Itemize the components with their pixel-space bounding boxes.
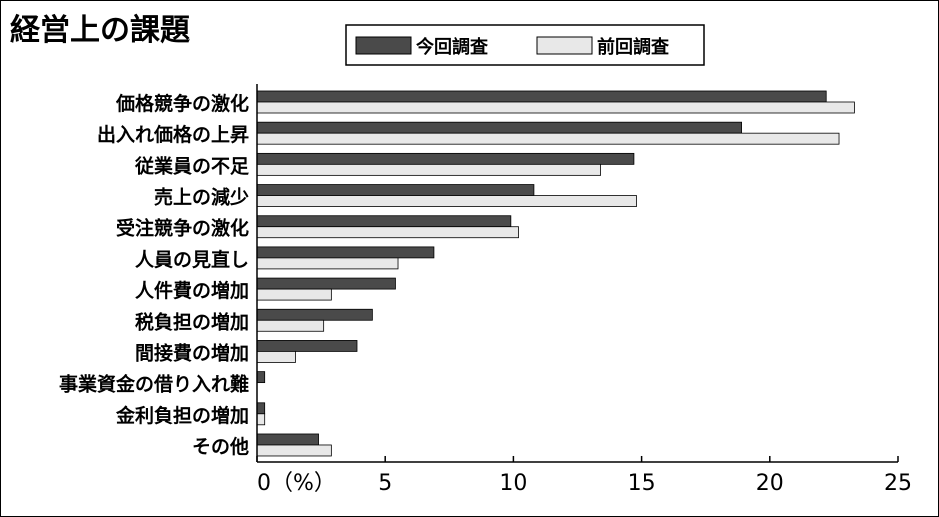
category-label: 人員の見直し: [135, 248, 249, 271]
category-label: 出入れ価格の上昇: [97, 123, 249, 146]
bar-previous: [256, 257, 399, 270]
bar-current: [256, 121, 742, 134]
bar-previous: [256, 413, 266, 426]
chart-title: 経営上の課題: [10, 13, 190, 48]
bar-current: [256, 184, 535, 196]
legend-label-previous: 前回調査: [597, 36, 669, 58]
bar-previous: [256, 444, 332, 457]
category-label: 価格競争の激化: [115, 92, 249, 115]
category-label: 事業資金の借り入れ難: [59, 373, 249, 396]
bar-current: [256, 152, 635, 165]
legend-swatch-previous: [536, 36, 593, 55]
category-label: 税負担の増加: [135, 310, 249, 333]
bar-previous: [256, 195, 637, 207]
category-label: 受注競争の激化: [116, 217, 249, 240]
bar-current: [256, 246, 435, 259]
x-tick-label: 10: [499, 471, 527, 496]
bar-previous: [256, 288, 332, 301]
bar-previous: [256, 101, 855, 114]
bar-previous: [256, 351, 296, 363]
x-tick-label: 15: [628, 471, 656, 496]
bar-current: [256, 402, 266, 415]
x-tick-label: 20: [756, 471, 784, 496]
x-tick-label: 5: [378, 471, 392, 496]
bar-current: [256, 340, 358, 352]
legend-swatch-current: [355, 36, 412, 55]
legend-label-current: 今回調査: [416, 36, 488, 58]
legend: 今回調査 前回調査: [345, 24, 705, 66]
category-label: 人件費の増加: [135, 279, 249, 302]
bar-previous: [256, 226, 519, 239]
bar-current: [256, 308, 373, 321]
category-label: 金利負担の増加: [115, 404, 249, 427]
category-label: 従業員の不足: [134, 154, 250, 177]
bar-previous: [256, 319, 325, 332]
bar-previous: [256, 163, 601, 176]
x-tick-label: 0（%）: [257, 471, 336, 496]
bar-current: [256, 277, 396, 290]
bar-current: [256, 215, 512, 228]
bar-previous: [256, 132, 840, 145]
bar-current: [256, 371, 266, 384]
category-label: 間接費の増加: [135, 341, 249, 364]
category-label: その他: [192, 435, 249, 458]
plot-area: 価格競争の激化出入れ価格の上昇従業員の不足売上の減少受注競争の激化人員の見直し人…: [59, 84, 912, 496]
x-tick-label: 25: [884, 471, 912, 496]
bar-current: [256, 433, 319, 446]
category-label: 売上の減少: [154, 186, 249, 209]
bar-current: [256, 90, 827, 103]
